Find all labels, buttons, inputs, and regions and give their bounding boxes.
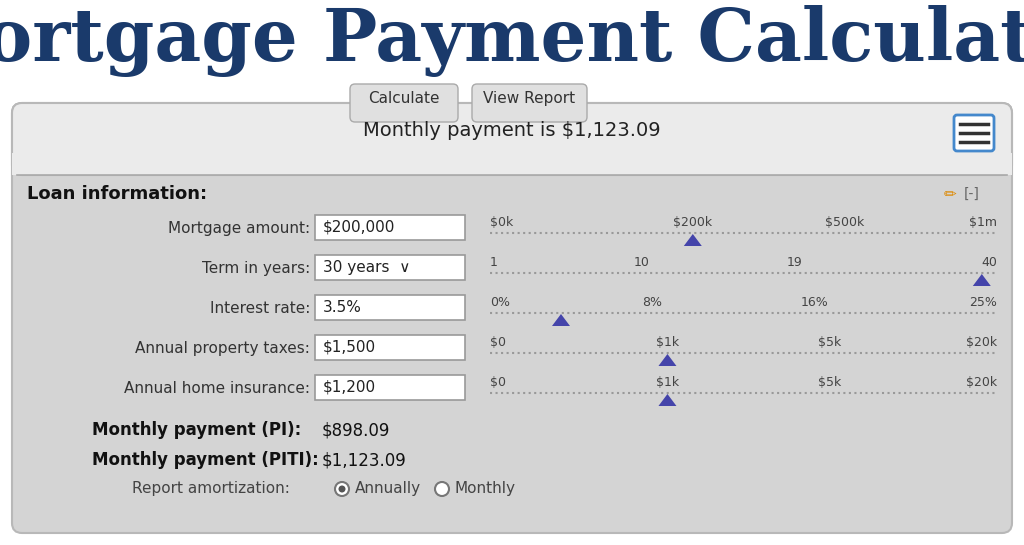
Text: Monthly payment (PI):: Monthly payment (PI): <box>92 421 301 439</box>
Text: $898.09: $898.09 <box>322 421 390 439</box>
FancyBboxPatch shape <box>472 84 587 122</box>
Text: Annually: Annually <box>355 481 421 496</box>
Polygon shape <box>658 394 677 406</box>
Text: Monthly payment is $1,123.09: Monthly payment is $1,123.09 <box>364 121 660 140</box>
Text: 40: 40 <box>981 256 997 269</box>
Text: $1,500: $1,500 <box>323 340 376 355</box>
Text: [-]: [-] <box>964 187 980 201</box>
Text: Annual home insurance:: Annual home insurance: <box>124 381 310 396</box>
Bar <box>12 153 1012 175</box>
Text: 25%: 25% <box>969 296 997 309</box>
Text: $200k: $200k <box>673 216 713 229</box>
FancyBboxPatch shape <box>350 84 458 122</box>
Text: 3.5%: 3.5% <box>323 300 361 315</box>
Text: $1m: $1m <box>969 216 997 229</box>
Text: Monthly: Monthly <box>455 481 516 496</box>
Text: ✏: ✏ <box>944 187 956 202</box>
Circle shape <box>335 482 349 496</box>
Bar <box>315 215 465 240</box>
Text: $0: $0 <box>490 376 506 389</box>
Text: 16%: 16% <box>801 296 828 309</box>
Text: Mortgage amount:: Mortgage amount: <box>168 221 310 236</box>
Text: $5k: $5k <box>818 376 842 389</box>
Polygon shape <box>973 274 991 286</box>
Text: 30 years  ∨: 30 years ∨ <box>323 260 411 275</box>
Text: $0: $0 <box>490 336 506 349</box>
Text: Loan information:: Loan information: <box>27 185 207 203</box>
FancyBboxPatch shape <box>12 103 1012 533</box>
Bar <box>315 335 465 360</box>
Circle shape <box>435 482 449 496</box>
Text: $1k: $1k <box>656 336 679 349</box>
Polygon shape <box>658 354 677 366</box>
Text: $1,200: $1,200 <box>323 380 376 395</box>
Text: 10: 10 <box>634 256 650 269</box>
Text: $5k: $5k <box>818 336 842 349</box>
Text: Term in years:: Term in years: <box>202 261 310 276</box>
Bar <box>315 255 465 280</box>
Text: 8%: 8% <box>642 296 663 309</box>
Text: 0%: 0% <box>490 296 510 309</box>
Polygon shape <box>552 314 570 326</box>
Bar <box>315 295 465 320</box>
Text: $20k: $20k <box>966 336 997 349</box>
Text: $20k: $20k <box>966 376 997 389</box>
FancyBboxPatch shape <box>12 103 1012 175</box>
FancyBboxPatch shape <box>954 115 994 151</box>
Text: $1k: $1k <box>656 376 679 389</box>
Text: Interest rate:: Interest rate: <box>210 301 310 316</box>
Circle shape <box>339 486 345 493</box>
Text: $0k: $0k <box>490 216 513 229</box>
Text: Mortgage Payment Calculator: Mortgage Payment Calculator <box>0 5 1024 77</box>
Text: $500k: $500k <box>825 216 864 229</box>
Bar <box>315 375 465 400</box>
Polygon shape <box>684 234 701 246</box>
Text: Report amortization:: Report amortization: <box>132 481 290 496</box>
Text: $200,000: $200,000 <box>323 220 395 235</box>
Text: Monthly payment (PITI):: Monthly payment (PITI): <box>92 451 318 469</box>
Text: Annual property taxes:: Annual property taxes: <box>135 341 310 356</box>
Text: View Report: View Report <box>483 91 575 106</box>
Text: $1,123.09: $1,123.09 <box>322 451 407 469</box>
Text: Calculate: Calculate <box>369 91 439 106</box>
Text: 19: 19 <box>786 256 802 269</box>
Text: 1: 1 <box>490 256 498 269</box>
